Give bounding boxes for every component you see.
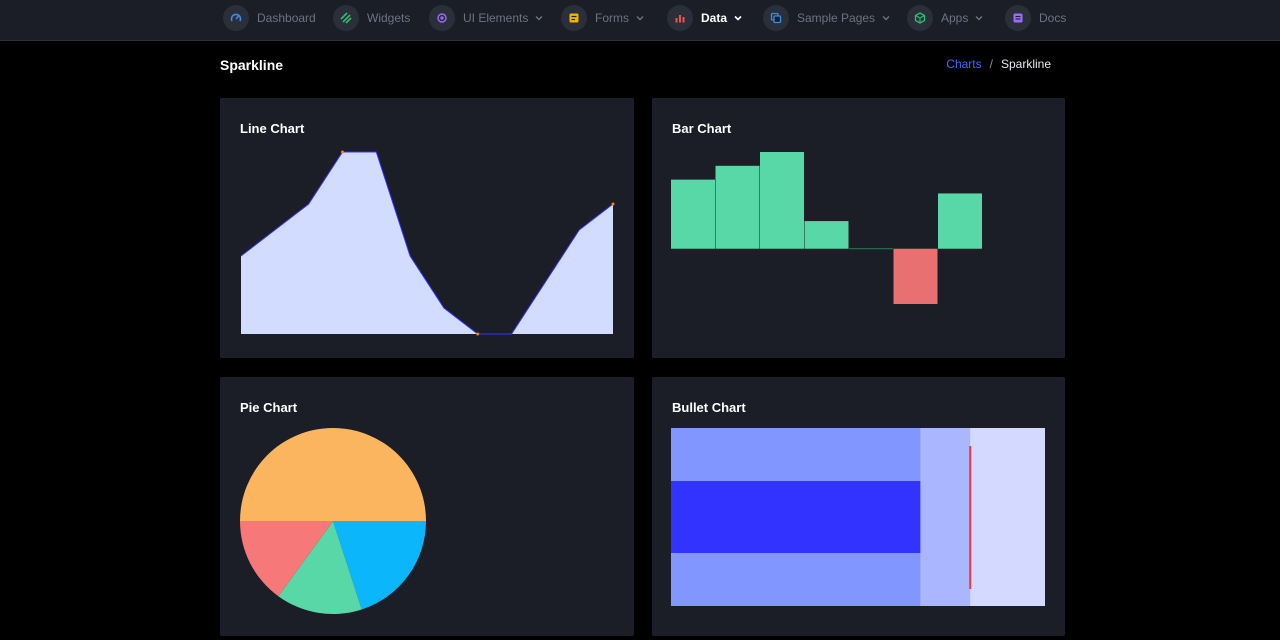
line-chart-last-marker [611,202,615,206]
nav-item-label: Forms [595,11,629,25]
bar [715,165,760,249]
chevron-down-icon [535,16,543,21]
pie-slice [240,521,333,597]
bullet-target-marker [969,446,972,589]
pie-slice [240,428,426,521]
widgets-icon [333,5,359,31]
chevron-down-icon [734,15,742,21]
breadcrumb-current: Sparkline [1000,57,1051,71]
breadcrumb-separator: / [989,57,993,71]
gauge-icon [223,5,249,31]
breadcrumb-link-charts[interactable]: Charts [946,57,982,71]
bar [671,179,715,249]
nav-item-label: Dashboard [257,11,316,25]
nav-item-forms[interactable]: Forms [561,5,644,31]
pie-slice [333,521,426,610]
bullet-chart-card: Bullet Chart [652,377,1065,636]
line-chart-card: Line Chart [220,98,634,358]
target-icon [429,5,455,31]
card-title: Bullet Chart [672,400,746,415]
nav-item-label: Docs [1039,11,1067,25]
chevron-down-icon [882,16,890,21]
line-chart [240,150,615,336]
form-icon [561,5,587,31]
bar [804,221,849,249]
line-chart-area [241,152,613,334]
nav-item-data[interactable]: Data [667,5,742,31]
line-chart-min-marker [476,332,480,336]
bar-chart-card: Bar Chart [652,98,1065,358]
line-chart-series [240,151,614,335]
bullet-chart [671,428,1045,606]
nav-item-ui-elements[interactable]: UI Elements [429,5,543,31]
card-title: Pie Chart [240,400,298,415]
breadcrumb: Charts / Sparkline [946,57,1051,71]
nav-item-label: Apps [941,11,969,25]
chart-icon [667,5,693,31]
nav-item-label: Data [701,11,728,25]
line-chart-max-marker [340,150,344,154]
card-title: Line Chart [240,121,305,136]
nav-item-widgets[interactable]: Widgets [333,5,410,31]
pie-slice [278,521,362,614]
nav-item-label: Widgets [367,11,411,25]
bullet-performance-bar [671,481,921,553]
docs-icon [1005,5,1031,31]
nav-item-docs[interactable]: Docs [1005,5,1066,31]
card-title: Bar Chart [672,121,732,136]
nav-item-sample-pages[interactable]: Sample Pages [763,5,890,31]
bar [849,248,893,250]
pie-chart [240,428,426,614]
cube-icon [907,5,933,31]
copy-icon [763,5,789,31]
bar [938,193,982,249]
bar-chart [671,152,982,304]
pie-chart-card: Pie Chart [220,377,634,636]
nav-item-label: UI Elements [463,11,529,25]
nav-item-dashboard[interactable]: Dashboard [223,5,316,31]
top-navigation: Dashboard Widgets UI Elements Forms Data… [0,0,1280,41]
chevron-down-icon [636,16,644,21]
bar [893,248,938,304]
chevron-down-icon [975,16,983,21]
nav-item-label: Sample Pages [797,11,876,25]
bar [760,152,804,249]
page-title: Sparkline [220,57,284,73]
nav-item-apps[interactable]: Apps [907,5,983,31]
